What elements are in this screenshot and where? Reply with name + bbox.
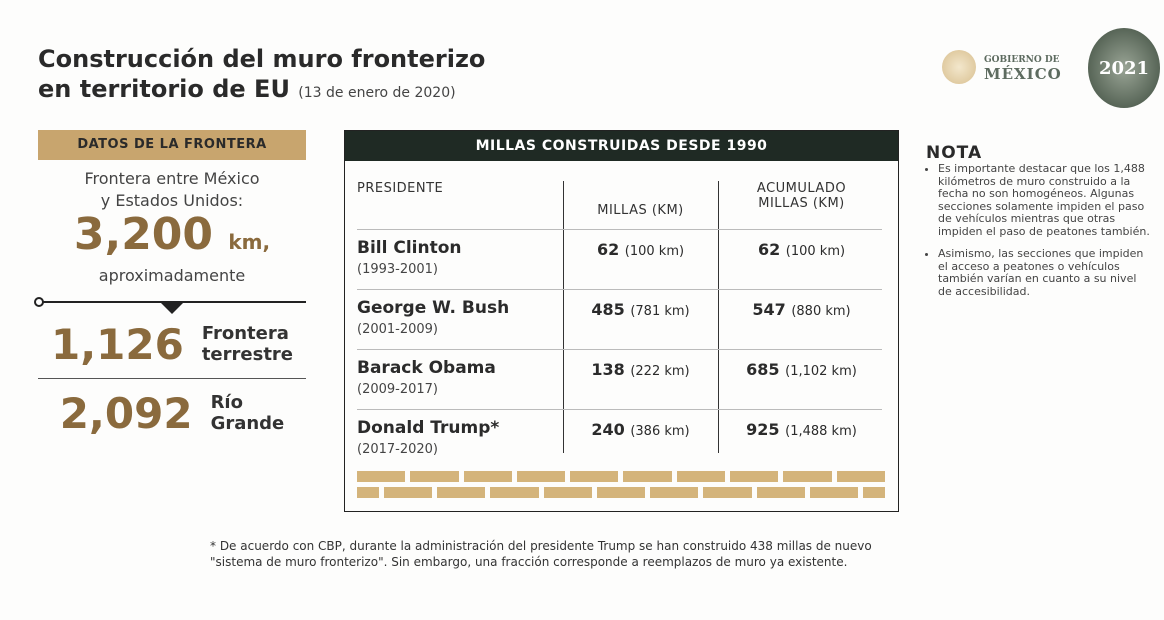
border-data-panel: DATOS DE LA FRONTERA Frontera entre Méxi…: [34, 130, 306, 443]
brick: [703, 487, 752, 498]
divider-line: [34, 297, 306, 307]
brick: [676, 471, 726, 482]
brick: [809, 487, 859, 498]
table-row: George W. Bush (2001-2009) 485 (781 km) 5…: [357, 289, 882, 350]
national-seal-icon: [942, 50, 976, 84]
brick: [596, 487, 646, 498]
brick: [437, 487, 486, 498]
brick: [730, 471, 779, 482]
note-title: NOTA: [926, 143, 983, 163]
brick: [357, 487, 379, 498]
brick-wall-decoration: [357, 471, 885, 503]
table-row: Donald Trump* (2017-2020) 240 (386 km) 92…: [357, 409, 882, 470]
brick: [863, 487, 885, 498]
brick: [383, 487, 433, 498]
note-item: Asimismo, las secciones que impiden el a…: [938, 247, 1151, 298]
brick: [783, 471, 832, 482]
brick: [543, 487, 592, 498]
brick: [836, 471, 885, 482]
divider: [38, 378, 306, 379]
column-divider: [718, 181, 719, 453]
stat-land-border: 1,126 Frontera terrestre: [50, 319, 294, 369]
footnote: * De acuerdo con CBP, durante la adminis…: [210, 539, 872, 569]
brick: [410, 471, 459, 482]
brick: [357, 471, 406, 482]
col-president: PRESIDENTE: [357, 181, 444, 196]
miles-built-table: MILLAS CONSTRUIDAS DESDE 1990 PRESIDENTE…: [344, 130, 899, 512]
border-data-header: DATOS DE LA FRONTERA: [38, 130, 306, 160]
page-title: Construcción del muro fronterizo en terr…: [38, 45, 486, 103]
brick: [756, 487, 805, 498]
table-row: Bill Clinton (1993-2001) 62 (100 km) 62 (…: [357, 229, 882, 290]
brick: [463, 471, 512, 482]
brick: [570, 471, 619, 482]
note-item: Es importante destacar que los 1,488 kil…: [938, 162, 1151, 238]
brick: [650, 487, 699, 498]
brick: [623, 471, 672, 482]
pointer-triangle: [161, 303, 183, 314]
total-border-length: 3,200 km,: [73, 209, 271, 260]
table-header: MILLAS CONSTRUIDAS DESDE 1990: [345, 131, 898, 161]
title-date: (13 de enero de 2020): [298, 85, 456, 101]
table-row: Barack Obama (2009-2017) 138 (222 km) 685…: [357, 349, 882, 410]
col-cumulative: ACUMULADO MILLAS (KM): [756, 181, 847, 211]
brick: [516, 471, 566, 482]
stat-rio-grande: 2,092 Río Grande: [59, 388, 285, 438]
col-miles: MILLAS (KM): [597, 203, 684, 218]
note-panel: NOTA Es importante destacar que los 1,48…: [926, 143, 1151, 308]
year-2021-logo: 2021: [1088, 28, 1160, 108]
gobierno-de-mexico-logo: GOBIERNO DE MÉXICO: [942, 50, 1062, 84]
column-divider: [563, 181, 564, 453]
brick: [490, 487, 539, 498]
